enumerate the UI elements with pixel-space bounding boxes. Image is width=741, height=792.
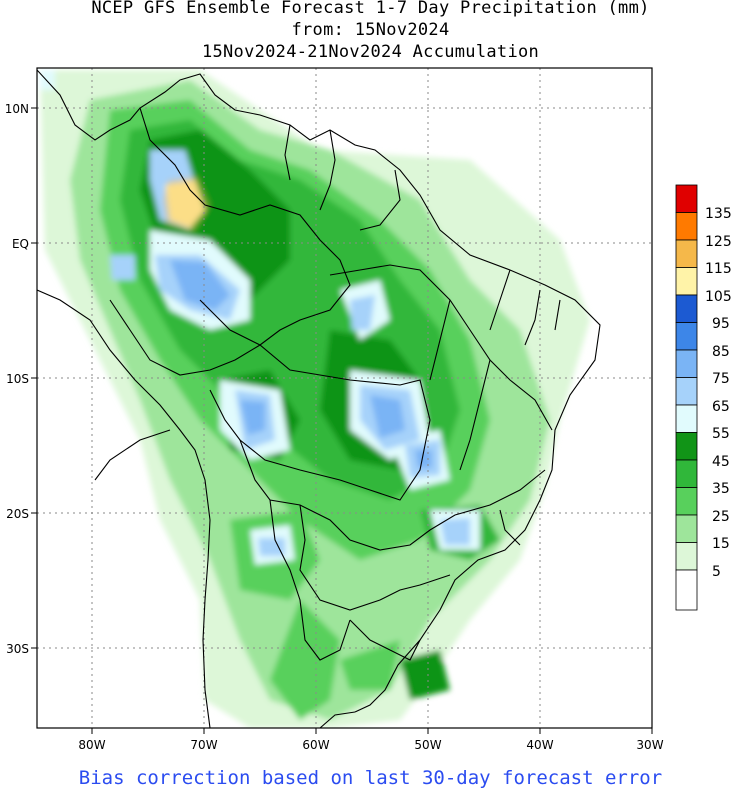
colorbar-label-105: 105 (705, 289, 732, 305)
colorbar-label-45: 45 (712, 454, 730, 470)
lat-tick-10n: 10N (5, 102, 29, 116)
lon-tick-70w: 70W (190, 738, 217, 752)
colorbar-label-75: 75 (712, 371, 730, 387)
coastline-borders (37, 69, 601, 728)
colorbar-label-15: 15 (712, 536, 730, 552)
colorbar-label-125: 125 (705, 234, 732, 250)
lon-tick-40w: 40W (526, 738, 553, 752)
colorbar-label-95: 95 (712, 316, 730, 332)
lon-tick-80w: 80W (78, 738, 105, 752)
colorbar-label-135: 135 (705, 206, 732, 222)
map-title: NCEP GFS Ensemble Forecast 1-7 Day Preci… (91, 0, 650, 18)
colorbar-label-5: 5 (712, 564, 721, 580)
lon-tick-50w: 50W (414, 738, 441, 752)
colorbar: 135 125 115 105 95 85 75 65 55 45 35 25 … (675, 184, 732, 611)
colorbar-label-55: 55 (712, 426, 730, 442)
lon-tick-60w: 60W (302, 738, 329, 752)
colorbar-label-35: 35 (712, 481, 730, 497)
map-subtitle-period: 15Nov2024-21Nov2024 Accumulation (201, 42, 540, 62)
colorbar-label-85: 85 (712, 344, 730, 360)
colorbar-label-65: 65 (712, 399, 730, 415)
map-subtitle-date: from: 15Nov2024 (291, 20, 450, 40)
lat-tick-eq: EQ (12, 237, 29, 251)
bias-correction-note: Bias correction based on last 30-day for… (78, 767, 663, 789)
plot-frame (36, 67, 653, 729)
lat-tick-10s: 10S (6, 372, 29, 386)
lat-tick-20s: 20S (6, 507, 29, 521)
lon-tick-30w: 30W (636, 738, 663, 752)
colorbar-label-25: 25 (712, 509, 730, 525)
precip-field (40, 70, 590, 728)
lat-tick-30s: 30S (6, 642, 29, 656)
colorbar-label-115: 115 (705, 261, 732, 277)
